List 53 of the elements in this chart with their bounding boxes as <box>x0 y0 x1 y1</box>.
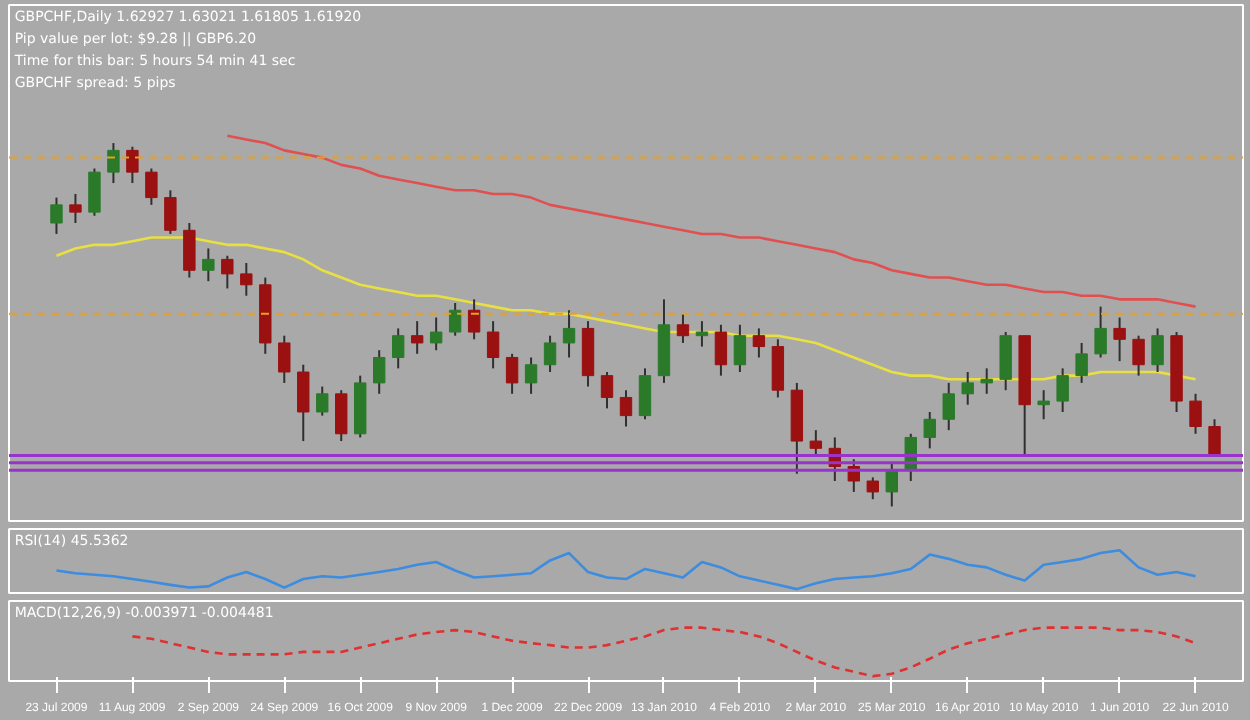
candlestick <box>1208 418 1221 457</box>
candlestick <box>467 298 481 341</box>
candlestick <box>107 142 120 185</box>
candlestick <box>999 331 1012 392</box>
candlestick <box>619 389 633 428</box>
candlestick <box>1075 341 1088 384</box>
candlestick <box>676 312 690 344</box>
candlestick <box>278 334 291 384</box>
candlestick <box>69 192 82 225</box>
candlestick <box>1189 392 1202 435</box>
candlestick <box>145 167 158 206</box>
candlestick <box>600 371 614 410</box>
candlestick <box>771 338 785 399</box>
candlestick <box>1056 367 1069 413</box>
candlestick <box>809 429 823 457</box>
candlestick <box>1132 334 1145 377</box>
candlestick <box>429 316 443 352</box>
candlestick <box>448 301 462 337</box>
candlestick <box>524 356 538 395</box>
candlestick <box>316 385 329 417</box>
candlestick <box>410 320 424 355</box>
candlestick <box>1151 327 1164 374</box>
candlestick <box>638 367 652 421</box>
candlestick <box>126 145 139 185</box>
candlestick <box>695 320 709 348</box>
candlestick <box>297 363 310 443</box>
candlestick <box>373 349 386 395</box>
candlestick <box>714 323 728 377</box>
candlestick <box>391 327 405 370</box>
candlestick <box>221 254 234 290</box>
candlestick <box>980 367 993 395</box>
candlestick <box>562 309 576 359</box>
candlestick <box>335 389 348 443</box>
candlestick <box>1037 389 1050 421</box>
candlestick <box>50 196 63 235</box>
candlestick <box>240 262 253 297</box>
candlestick <box>1113 316 1126 363</box>
candlestick <box>923 410 936 450</box>
candlestick <box>505 352 519 395</box>
candlestick <box>486 320 500 370</box>
candlestick <box>581 320 595 388</box>
candlestick <box>202 247 215 283</box>
candlestick <box>752 327 766 359</box>
candlestick <box>866 476 879 501</box>
candlestick <box>733 323 747 374</box>
candlestick <box>942 381 955 432</box>
candlestick <box>1094 305 1107 359</box>
candlestick <box>164 189 177 235</box>
candlestick <box>961 371 974 406</box>
candlestick <box>183 222 196 279</box>
candlestick <box>885 461 898 508</box>
candlestick <box>88 167 101 217</box>
candlestick <box>543 334 557 374</box>
